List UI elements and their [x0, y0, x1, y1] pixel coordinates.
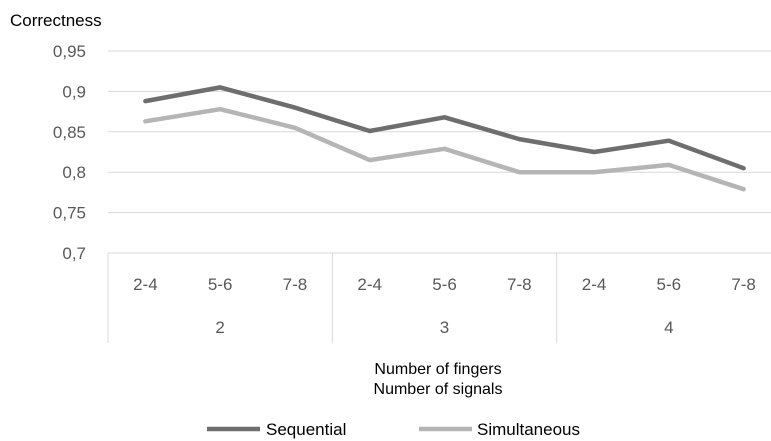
x-tick-label: 5-6 — [208, 275, 233, 294]
x-tick-label: 7-8 — [507, 275, 532, 294]
y-tick-label: 0,95 — [53, 42, 86, 61]
x-tick-label: 5-6 — [657, 275, 682, 294]
data-point-simultaneous — [667, 163, 671, 167]
x-tick-label: 7-8 — [731, 275, 756, 294]
data-point-sequential — [592, 150, 596, 154]
series-line-sequential — [143, 85, 746, 171]
y-tick-label: 0,75 — [53, 204, 86, 223]
data-point-sequential — [742, 166, 746, 170]
data-point-sequential — [368, 129, 372, 133]
y-axis-ticks: 0,7 0,75 0,8 0,85 0,9 0,95 — [53, 42, 86, 263]
data-point-sequential — [667, 139, 671, 143]
data-point-sequential — [517, 137, 521, 141]
y-tick-label: 0,85 — [53, 123, 86, 142]
data-point-simultaneous — [368, 158, 372, 162]
data-point-simultaneous — [143, 119, 147, 123]
x-group-label: 4 — [664, 318, 673, 337]
grid-lines — [108, 50, 771, 254]
y-tick-label: 0,9 — [62, 82, 86, 101]
x-tick-label: 2-4 — [357, 275, 382, 294]
legend: Sequential Simultaneous — [207, 420, 580, 439]
y-axis-title: Correctness — [10, 11, 102, 30]
data-point-simultaneous — [742, 187, 746, 191]
data-point-simultaneous — [443, 147, 446, 151]
y-tick-label: 0,8 — [62, 163, 86, 182]
legend-label-simultaneous: Simultaneous — [477, 420, 580, 439]
data-point-sequential — [293, 106, 297, 110]
x-axis-title-fingers: Number of fingers — [374, 361, 501, 378]
x-group-label: 2 — [215, 318, 224, 337]
series-lines — [143, 85, 746, 192]
data-point-sequential — [143, 99, 147, 103]
x-tick-label: 2-4 — [133, 275, 158, 294]
x-tick-label: 5-6 — [432, 275, 457, 294]
x-tick-label: 2-4 — [582, 275, 607, 294]
data-point-sequential — [218, 85, 222, 89]
legend-label-sequential: Sequential — [266, 420, 346, 439]
x-axis-title-signals: Number of signals — [374, 381, 503, 398]
data-point-simultaneous — [592, 170, 596, 174]
x-group-label: 3 — [440, 318, 449, 337]
data-point-simultaneous — [293, 126, 297, 130]
data-point-simultaneous — [517, 170, 521, 174]
data-point-simultaneous — [218, 107, 222, 111]
x-tick-label: 7-8 — [283, 275, 308, 294]
x-axis: 2-4 5-6 7-8 2-4 5-6 7-8 2-4 5-6 7-8 2 3 4 — [107, 253, 756, 343]
data-point-sequential — [443, 115, 446, 119]
y-tick-label: 0,7 — [62, 244, 86, 263]
